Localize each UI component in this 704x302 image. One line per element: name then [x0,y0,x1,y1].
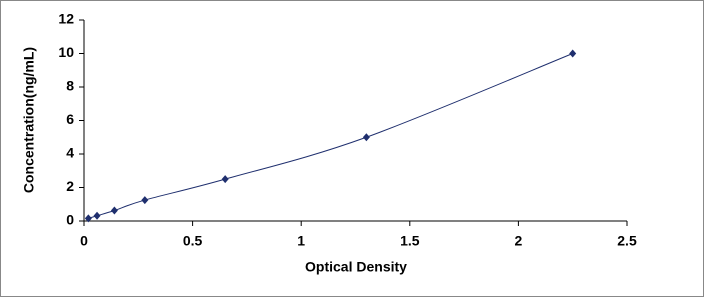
data-point [84,214,92,223]
x-tick-label: 0.5 [183,233,203,249]
y-tick-label: 2 [66,178,74,194]
data-point [110,206,118,215]
x-tick-label: 1 [297,233,305,249]
y-tick-label: 4 [66,145,74,161]
data-point [141,196,149,205]
y-tick-label: 8 [66,78,74,94]
x-axis-label: Optical Density [305,259,407,275]
x-tick-label: 0 [80,233,88,249]
y-tick-label: 6 [66,111,74,127]
x-tick-label: 1.5 [400,233,420,249]
y-tick-label: 10 [58,44,74,60]
y-tick-label: 0 [66,212,74,228]
data-point [362,133,370,142]
y-tick-label: 12 [58,11,74,27]
y-axis-label: Concentration(ng/mL) [21,47,37,193]
data-point [569,49,577,58]
x-tick-label: 2 [515,233,523,249]
x-tick-label: 2.5 [617,233,637,249]
data-point [93,211,101,220]
data-point [221,175,229,184]
